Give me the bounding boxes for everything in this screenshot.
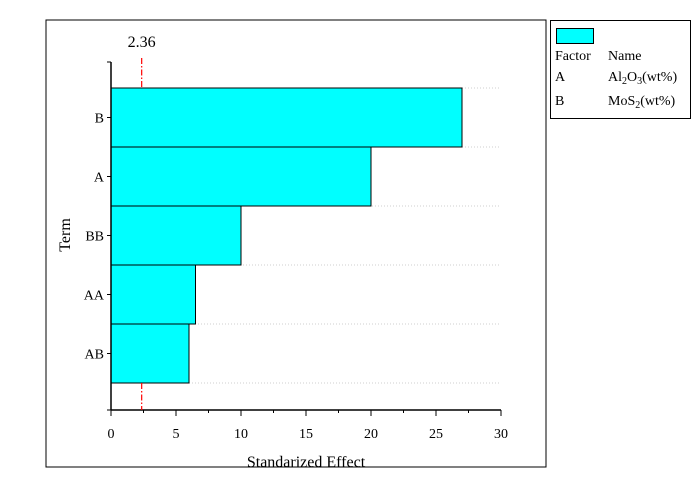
- legend-name-b: MoS2(wt%): [608, 94, 676, 111]
- threshold-label: 2.36: [128, 34, 156, 51]
- y-tick-label: A: [94, 171, 105, 186]
- chart-frame: [45, 19, 547, 468]
- x-axis-label: Standarized Effect: [247, 454, 366, 471]
- bar-bb: [110, 205, 242, 266]
- x-tick-label: 0: [108, 427, 115, 442]
- axes: B A BB AA AB 0 5 10 15 20 25 30: [84, 61, 508, 442]
- x-tick-label: 10: [234, 427, 248, 442]
- bars: [110, 87, 463, 384]
- threshold-marker: 2.36: [128, 34, 156, 410]
- legend-swatch: [556, 28, 594, 44]
- bar-a: [110, 146, 372, 207]
- legend-name-a: Al2O3(wt%): [608, 70, 678, 87]
- bar-b: [110, 87, 463, 148]
- x-tick-label: 30: [494, 427, 508, 442]
- y-tick-label: B: [95, 112, 104, 127]
- y-tick-label: BB: [85, 230, 104, 245]
- bar-aa: [110, 264, 196, 325]
- bar-ab: [110, 323, 190, 384]
- y-axis-label: Term: [57, 218, 74, 252]
- legend-header-factor: Factor: [555, 49, 591, 64]
- x-tick-label: 20: [364, 427, 378, 442]
- y-tick-label: AA: [84, 289, 105, 304]
- x-tick-label: 25: [429, 427, 443, 442]
- legend-factor-a: A: [555, 70, 566, 85]
- x-tick-label: 5: [173, 427, 180, 442]
- x-tick-label: 15: [299, 427, 313, 442]
- legend: Factor Name A Al2O3(wt%) B MoS2(wt%): [550, 20, 691, 119]
- legend-factor-b: B: [555, 94, 565, 109]
- y-tick-label: AB: [85, 348, 104, 363]
- legend-header-name: Name: [608, 49, 642, 64]
